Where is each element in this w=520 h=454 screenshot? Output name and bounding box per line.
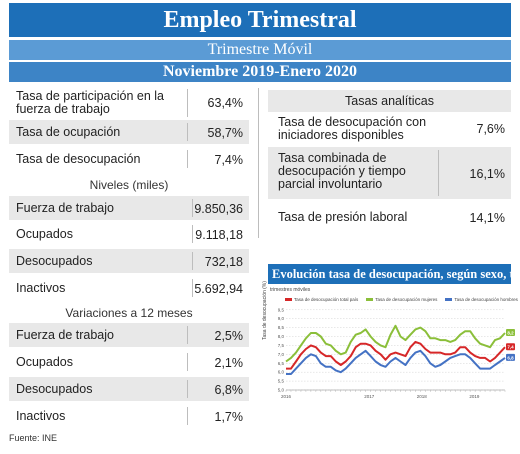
legend-item-hombres: Tasa de desocupación hombres: [445, 297, 518, 302]
variaciones-title: Variaciones a 12 meses: [65, 306, 193, 320]
variaciones-row: Fuerza de trabajo 2,5%: [9, 323, 249, 347]
row-value: 7,6%: [476, 122, 506, 136]
row-value: 2,5%: [214, 329, 244, 343]
end-value-badge: [506, 343, 515, 351]
end-value-label: 6,8: [507, 355, 514, 360]
end-value-label: 8,2: [507, 330, 514, 335]
column-divider: [258, 88, 259, 238]
page-title: Empleo Trimestral: [9, 3, 511, 37]
row-divider: [187, 123, 188, 141]
row-divider: [192, 199, 193, 217]
row-value: 2,1%: [214, 356, 244, 370]
tasa-participacion-row: Tasa de participación en la fuerza de tr…: [9, 86, 249, 120]
row-label: Tasa de participación en la fuerza de tr…: [16, 89, 165, 116]
series-line: [285, 324, 506, 363]
niveles-row: Fuerza de trabajo 9.850,36: [9, 196, 249, 220]
chart-subtitle: trimestres móviles: [270, 287, 311, 293]
row-divider: [187, 89, 188, 117]
page-subtitle: Trimestre Móvil: [9, 40, 511, 60]
legend-label: Tasa de desocupación total país: [294, 297, 359, 302]
analiticas-row: Tasa combinada de desocupación y tiempo …: [268, 147, 511, 199]
y-tick-label: 7,5: [278, 343, 285, 348]
row-label: Tasa de ocupación: [16, 125, 121, 139]
end-value-label: 7,4: [507, 345, 514, 350]
end-value-badge: [506, 353, 515, 361]
row-value: 1,7%: [214, 410, 244, 424]
row-divider: [438, 150, 439, 196]
row-label: Tasa combinada de desocupación y tiempo …: [278, 151, 406, 191]
row-value: 63,4%: [207, 96, 243, 110]
row-value: 58,7%: [207, 126, 243, 140]
row-divider: [192, 225, 193, 243]
x-year-label: 2017: [364, 394, 375, 399]
legend-label: Tasa de desocupación hombres: [454, 297, 518, 302]
row-label: Tasa de presión laboral: [278, 210, 408, 224]
row-label: Tasa de desocupación con iniciadores dis…: [278, 115, 427, 142]
series-line: [286, 340, 506, 370]
chart-area: [268, 284, 511, 402]
row-label: Fuerza de trabajo: [16, 201, 114, 215]
row-divider: [187, 380, 188, 398]
y-tick-label: 8,0: [278, 334, 285, 339]
y-tick-label: 5,0: [278, 388, 285, 393]
period-banner: Noviembre 2019-Enero 2020: [9, 62, 511, 82]
analiticas-title: Tasas analíticas: [268, 90, 511, 112]
tasa-desocupacion-row: Tasa de desocupación 7,4%: [9, 147, 249, 171]
niveles-row: Inactivos 5.692,94: [9, 276, 249, 300]
row-divider: [192, 252, 193, 270]
legend-swatch: [366, 298, 374, 302]
niveles-title: Niveles (miles): [89, 178, 169, 192]
row-divider: [187, 150, 188, 168]
x-year-label: 2018: [417, 394, 428, 399]
analiticas-row: Tasa de desocupación con iniciadores dis…: [268, 114, 511, 144]
y-tick-label: 9,5: [278, 307, 285, 312]
row-value: 9.850,36: [194, 202, 243, 216]
row-label: Inactivos: [16, 281, 66, 295]
row-label: Ocupados: [16, 227, 73, 241]
row-divider: [187, 326, 188, 344]
variaciones-row: Desocupados 6,8%: [9, 377, 249, 401]
analiticas-row: Tasa de presión laboral 14,1%: [268, 205, 511, 229]
row-divider: [187, 353, 188, 371]
row-label: Desocupados: [16, 254, 93, 268]
row-value: 14,1%: [469, 211, 505, 225]
variaciones-row: Ocupados 2,1%: [9, 350, 249, 374]
legend-item-total: Tasa de desocupación total país: [285, 297, 358, 302]
y-tick-label: 6,0: [278, 370, 285, 375]
end-value-badge: [506, 328, 515, 336]
row-divider: [192, 279, 193, 297]
x-year-label: 2019: [469, 394, 480, 399]
row-label: Inactivos: [16, 409, 66, 423]
row-label: Ocupados: [16, 355, 73, 369]
y-tick-label: 9,0: [278, 316, 285, 321]
y-tick-label: 8,5: [278, 325, 285, 330]
niveles-row: Desocupados 732,18: [9, 249, 249, 273]
x-year-label: 2016: [281, 394, 292, 399]
row-label: Desocupados: [16, 382, 93, 396]
variaciones-row: Inactivos 1,7%: [9, 404, 249, 428]
y-tick-label: 5,5: [278, 379, 285, 384]
row-value: 9.118,18: [195, 228, 243, 242]
tasa-ocupacion-row: Tasa de ocupación 58,7%: [9, 120, 249, 144]
row-label: Tasa de desocupación: [16, 152, 141, 166]
series-line: [286, 349, 506, 375]
line-chart: 5,0 5,5 6,0 6,5 7,0 7,5 8,0 8,5 9,0 9,5 2016 2017 20…: [278, 307, 515, 399]
legend-swatch: [445, 298, 453, 302]
chart-title: Evolución tasa de desocupación, según se…: [268, 264, 511, 284]
row-divider: [187, 407, 188, 425]
legend-label: Tasa de desocupación mujeres: [375, 297, 438, 302]
row-value: 5.692,94: [194, 282, 243, 296]
y-tick-label: 6,5: [278, 361, 285, 366]
source-note: Fuente: INE: [9, 433, 58, 443]
y-tick-label: 7,0: [278, 352, 285, 357]
row-value: 7,4%: [214, 153, 244, 167]
row-label: Fuerza de trabajo: [16, 328, 114, 342]
niveles-row: Ocupados 9.118,18: [9, 222, 249, 246]
row-value: 732,18: [204, 255, 243, 269]
row-value: 16,1%: [469, 167, 505, 181]
legend-item-mujeres: Tasa de desocupación mujeres: [366, 297, 437, 302]
legend-swatch: [285, 298, 292, 302]
row-value: 6,8%: [214, 383, 244, 397]
chart-legend: Tasa de desocupación total país Tasa de …: [285, 297, 518, 302]
